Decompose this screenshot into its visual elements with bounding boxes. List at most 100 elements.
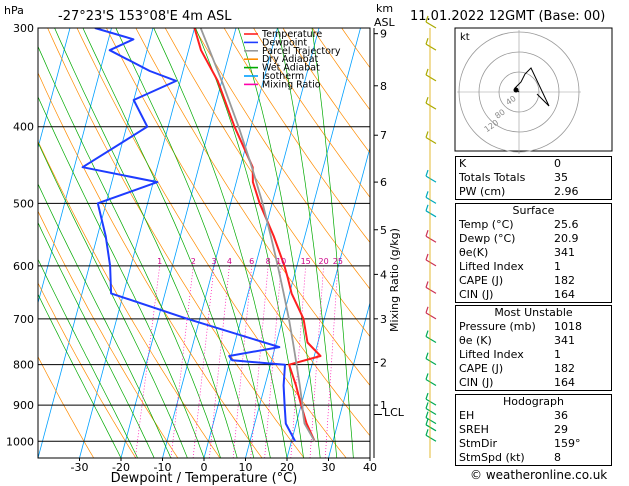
wind-barb	[425, 398, 437, 406]
lcl-label: LCL	[384, 406, 405, 419]
parcel-trajectory-series	[199, 28, 316, 442]
surface-row: Dewp (°C) 20.9	[456, 232, 612, 246]
wind-barb	[425, 235, 437, 243]
wind-barb-flag	[425, 15, 429, 23]
dry-adiabat-line	[194, 28, 370, 290]
km-tick-label: 4	[380, 268, 387, 281]
dry-adiabat-line	[38, 282, 137, 458]
pressure-tick-label: 700	[13, 313, 34, 326]
hodograph-table-label: EH	[459, 409, 475, 422]
indices-row: PW (cm) 2.96	[456, 185, 612, 200]
surface-label: Temp (°C)	[459, 218, 514, 231]
mixing-ratio-line	[309, 265, 324, 458]
wind-barb-flag	[425, 131, 429, 138]
surface-value: 1	[554, 260, 561, 273]
most-unstable-row: Lifted Index 1	[456, 348, 612, 362]
surface-value: 341	[554, 246, 575, 259]
surface-value: 164	[554, 288, 575, 301]
surface-title: Surface	[512, 204, 555, 217]
wind-barb-flag	[425, 204, 429, 211]
hodograph-table-title-row: Hodograph	[456, 395, 612, 410]
wind-barb-flag	[425, 392, 429, 400]
indices-row: Totals Totals 35	[456, 171, 612, 185]
hodograph-box: Hodograph EH 36 SREH 29 StmDir 159° StmSpd (kt)…	[455, 394, 612, 466]
wet-adiabat-line	[277, 28, 338, 458]
wind-barb	[425, 312, 437, 320]
hodograph-storm-motion	[513, 87, 519, 93]
mixing-ratio-line	[264, 265, 282, 458]
surface-value: 20.9	[554, 232, 579, 245]
surface-label: Lifted Index	[459, 260, 524, 273]
km-tick-label: 5	[380, 224, 387, 237]
hodograph-table-label: StmDir	[459, 437, 498, 450]
x-axis-label: Dewpoint / Temperature (°C)	[111, 471, 298, 486]
mixing-ratio-line	[324, 265, 339, 458]
mixing-ratio-axis-label: Mixing Ratio (g/kg)	[388, 228, 401, 332]
most-unstable-row: θe (K) 341	[456, 334, 612, 348]
wind-barb-flag	[425, 68, 429, 76]
wet-adiabat-line	[237, 28, 321, 458]
most-unstable-label: Lifted Index	[459, 348, 524, 361]
legend-label: Temperature	[261, 29, 322, 40]
isotherm-line	[38, 28, 112, 305]
hodo-unit-label: kt	[460, 32, 470, 43]
pressure-tick-label: 400	[13, 121, 34, 134]
mixing-ratio-line	[134, 265, 161, 458]
x-tick-label: -10	[154, 461, 172, 474]
most-unstable-value: 182	[554, 362, 575, 375]
x-tick-label: 10	[239, 461, 253, 474]
dry-adiabat-line	[253, 28, 370, 198]
legend-label: Mixing Ratio	[262, 79, 321, 90]
dry-adiabat-line	[76, 28, 347, 458]
isotherm-line	[245, 28, 361, 458]
datetime-title: 11.01.2022 12GMT (Base: 00)	[410, 9, 605, 24]
pressure-tick-label: 500	[13, 197, 34, 210]
x-tick-label: 30	[322, 461, 336, 474]
asl-label: ASL	[374, 16, 396, 29]
dry-adiabat-line	[223, 28, 370, 244]
indices-value: 35	[554, 171, 568, 184]
wind-barb	[425, 43, 437, 51]
wet-adiabat-line	[38, 258, 138, 458]
isotherm-line	[120, 28, 237, 458]
surface-label: CIN (J)	[459, 288, 494, 301]
wind-barb	[425, 196, 437, 204]
hodograph-table-label: SREH	[459, 423, 489, 436]
dry-adiabat-line	[106, 28, 370, 437]
indices-label: Totals Totals	[459, 171, 526, 184]
most-unstable-box: Most Unstable Pressure (mb) 1018 θe (K) 341 L…	[455, 305, 612, 391]
wind-barb	[425, 378, 437, 386]
dry-adiabat-line	[47, 28, 305, 458]
km-tick-label: 1	[380, 399, 387, 412]
mixing-ratio-label: 2	[191, 257, 196, 266]
x-tick-label: -20	[112, 461, 130, 474]
indices-value: 2.96	[554, 185, 579, 198]
wind-barb	[425, 175, 437, 183]
most-unstable-label: CIN (J)	[459, 376, 494, 389]
surface-row: θe(K) 341	[456, 246, 612, 260]
wind-barb	[425, 335, 437, 344]
km-tick-label: 7	[380, 129, 387, 142]
isotherm-line	[0, 28, 29, 458]
mixing-ratio-label: 3	[212, 257, 217, 266]
x-tick-label: 40	[363, 461, 377, 474]
mixing-ratio-label: 1	[157, 257, 162, 266]
mixing-ratio-label: 15	[301, 257, 311, 266]
mixing-ratio-label: 10	[276, 257, 286, 266]
legend-label: Isotherm	[262, 71, 304, 82]
wind-barb-flag	[425, 306, 429, 314]
hodograph-table-label: StmSpd (kt)	[459, 451, 525, 464]
wind-barb-flag	[425, 169, 429, 177]
wet-adiabat-line	[38, 293, 122, 458]
wind-barb	[425, 424, 437, 432]
legend-label: Dewpoint	[262, 37, 307, 48]
wind-barb	[425, 136, 437, 145]
x-tick-label: 20	[280, 461, 294, 474]
most-unstable-row: CIN (J) 164	[456, 376, 612, 391]
temperature-series	[193, 28, 322, 442]
hodograph-table-value: 29	[554, 423, 568, 436]
wind-barb-flag	[425, 191, 429, 198]
wind-barb-flag	[425, 96, 429, 104]
